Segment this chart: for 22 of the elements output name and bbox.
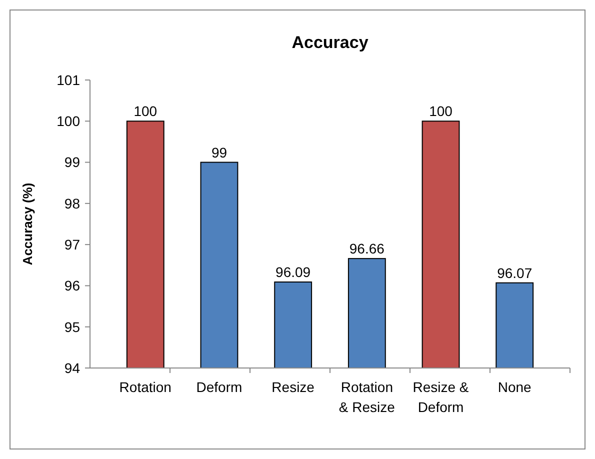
data-label: 100 bbox=[429, 103, 453, 120]
x-tick-label: Resize bbox=[272, 379, 315, 395]
y-tick-label: 101 bbox=[56, 72, 80, 88]
y-tick-label: 94 bbox=[64, 360, 80, 376]
x-tick-label: Rotation & Resize bbox=[338, 379, 396, 415]
data-label: 96.66 bbox=[349, 240, 385, 257]
data-label: 100 bbox=[134, 103, 158, 120]
data-label: 96.09 bbox=[276, 264, 311, 280]
y-tick-label: 96 bbox=[64, 278, 80, 294]
x-tick-label: Resize & Deform bbox=[412, 379, 470, 415]
y-tick-label: 95 bbox=[64, 318, 80, 335]
x-tick-label: None bbox=[498, 379, 532, 395]
y-tick-label: 99 bbox=[64, 154, 80, 170]
chart-title: Accuracy bbox=[292, 33, 369, 52]
x-tick-label: Rotation bbox=[119, 379, 172, 395]
data-label: 96.07 bbox=[497, 264, 532, 281]
y-tick-label: 100 bbox=[56, 113, 80, 130]
y-axis-title: Accuracy (%) bbox=[20, 182, 35, 266]
data-label: 99 bbox=[211, 144, 228, 160]
y-tick-label: 97 bbox=[64, 236, 80, 252]
x-tick-label: Deform bbox=[196, 379, 242, 395]
y-tick-label: 98 bbox=[64, 195, 80, 212]
